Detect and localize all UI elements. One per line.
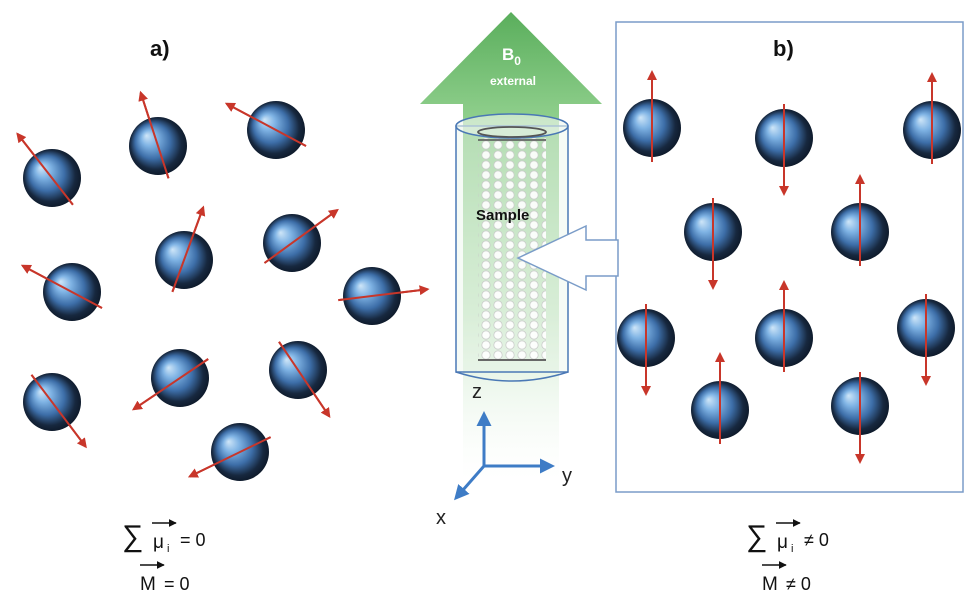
tube-bottom-rim	[455, 371, 569, 382]
panel-b-spin	[691, 352, 749, 444]
panel-a-spin-moment-arrow	[20, 264, 103, 309]
x-axis-label: x	[436, 507, 446, 529]
panel-b-spin	[897, 294, 955, 386]
zoom-callout-arrow	[516, 224, 619, 292]
panel-a-spin	[23, 373, 87, 449]
z-axis-label: z	[472, 381, 482, 403]
panel-a-mu: μ	[153, 532, 164, 553]
panel-a-m: M	[140, 574, 156, 594]
panel-a-m-relation: = 0	[164, 574, 190, 594]
coordinate-axes: z y x	[436, 381, 572, 529]
panel-a-spins	[16, 90, 430, 481]
panel-b-spin	[684, 198, 742, 290]
panel-a-spin	[338, 267, 430, 325]
panel-b-sum-symbol: ∑	[746, 520, 767, 553]
panel-b-equations: ∑ μ i ≠ 0 M ≠ 0	[746, 519, 829, 594]
panel-b-mu: μ	[777, 532, 788, 553]
panel-a-spin-moment-arrow	[224, 102, 307, 147]
tube-top-rim	[455, 113, 569, 139]
panel-b-spins	[617, 70, 961, 464]
panel-a-spin	[131, 349, 209, 411]
panel-b-spin	[831, 372, 889, 464]
panel-a-equations: ∑ μ i = 0 M = 0	[122, 519, 206, 594]
panel-b-spin	[755, 280, 813, 372]
panel-b-sum-relation: ≠ 0	[804, 530, 829, 550]
panel-a-sum-relation: = 0	[180, 530, 206, 550]
panel-b-frame	[615, 21, 964, 493]
panel-a-spin-moment-arrow	[338, 285, 430, 302]
panel-b-mu-index: i	[791, 543, 793, 555]
field-symbol: B0	[502, 45, 521, 68]
panel-a-spin-moment-arrow	[138, 90, 170, 179]
panel-b-spin	[831, 174, 889, 266]
panel-a-spin	[269, 341, 331, 419]
sample-label: Sample	[476, 207, 529, 224]
panel-a-mu-index: i	[167, 543, 169, 555]
panel-a-spin	[16, 132, 81, 207]
field-subscript: 0	[514, 54, 521, 68]
panel-b-spin	[755, 104, 813, 196]
y-axis-label: y	[562, 465, 572, 487]
panel-b-label: b)	[773, 36, 794, 61]
sample-contents	[478, 138, 546, 360]
panel-b-spin	[903, 72, 961, 164]
panel-a-spin-moment-arrow	[16, 132, 74, 206]
panel-a-spin-moment-arrow	[263, 208, 339, 264]
panel-a-spin-moment-arrow	[131, 358, 209, 411]
field-caption: external	[490, 74, 536, 88]
panel-a-spin	[129, 90, 187, 179]
panel-a-spin-moment-arrow	[30, 374, 87, 449]
panel-a-spin	[155, 205, 213, 293]
panel-b-spin	[623, 70, 681, 162]
panel-b-spin	[617, 304, 675, 396]
field-symbol-main: B	[502, 45, 514, 64]
panel-a-spin-moment-arrow	[278, 341, 331, 419]
panel-a-spin	[187, 423, 272, 481]
x-axis	[454, 465, 486, 501]
panel-a-spin	[20, 263, 103, 321]
panel-a-sum-symbol: ∑	[122, 520, 143, 553]
panel-a-spin-moment-arrow	[171, 205, 206, 293]
panel-a-spin	[263, 208, 339, 272]
field-arrow	[420, 12, 602, 118]
panel-a-spin	[224, 101, 307, 159]
panel-a-label: a)	[150, 36, 170, 61]
sample-top-disc	[477, 126, 547, 138]
panel-b-m: M	[762, 574, 778, 594]
panel-b-m-relation: ≠ 0	[786, 574, 811, 594]
panel-a-spin-moment-arrow	[187, 436, 272, 478]
